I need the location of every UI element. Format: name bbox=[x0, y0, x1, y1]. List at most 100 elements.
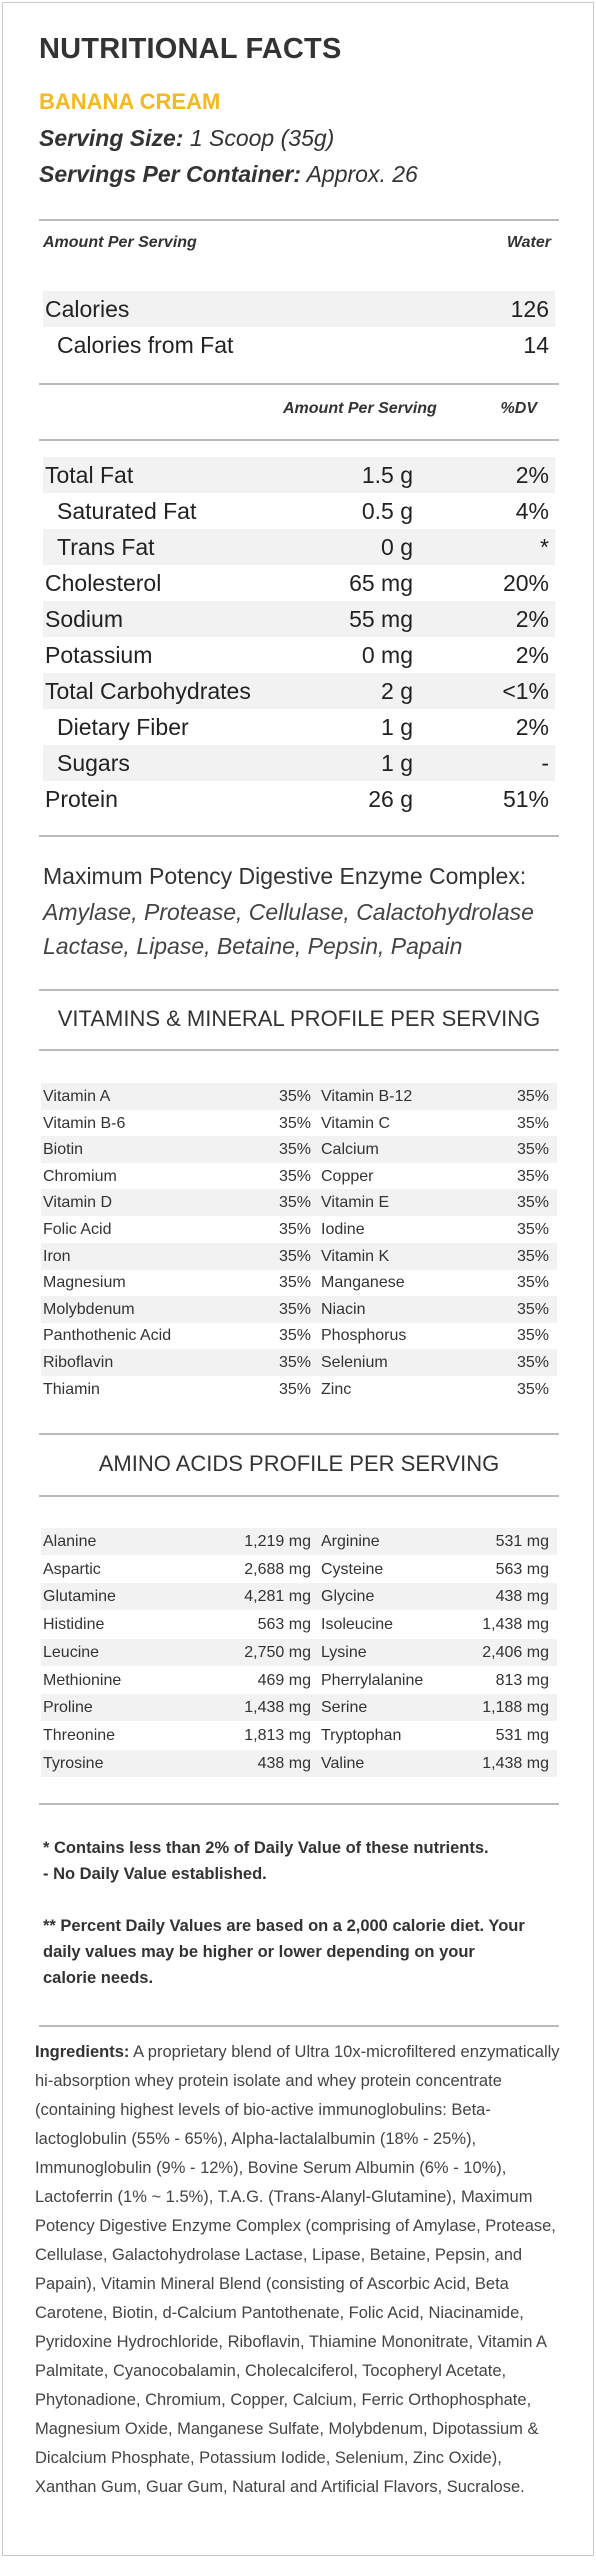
nutrient-value: 1,813 mg bbox=[244, 1726, 311, 1744]
nutrient-value: 35% bbox=[278, 1247, 311, 1265]
serving-size-value: 1 Scoop (35g) bbox=[189, 125, 335, 151]
divider bbox=[39, 1803, 559, 1805]
nutrient-name: Magnesium bbox=[43, 1274, 126, 1292]
nutrient-amount: 1 g bbox=[381, 714, 413, 740]
nutrient-amount: 55 mg bbox=[349, 606, 413, 632]
nutrient-name: Total Carbohydrates bbox=[45, 678, 251, 704]
nutrient-name: Serine bbox=[321, 1699, 368, 1717]
table-row: Saturated Fat 0.5 g 4% bbox=[43, 493, 555, 529]
table-row: Calories from Fat 14 bbox=[43, 327, 555, 363]
table-row: Glutamine 4,281 mg Glycine 438 mg bbox=[41, 1583, 557, 1611]
nutrient-name: Manganese bbox=[321, 1274, 405, 1292]
nutrient-name: Arginine bbox=[321, 1533, 380, 1550]
nutrient-value: 563 mg bbox=[495, 1560, 549, 1578]
serving-size-label: Serving Size: bbox=[39, 125, 184, 151]
nutrient-name: Threonine bbox=[43, 1726, 116, 1744]
ingredients-text: A proprietary blend of Ultra 10x-microfi… bbox=[35, 2043, 560, 2496]
servings-per-container: Servings Per Container: Approx. 26 bbox=[39, 161, 559, 188]
nutrient-name: Zinc bbox=[321, 1380, 352, 1398]
nutrient-name: Folic Acid bbox=[43, 1221, 112, 1238]
nutrient-name: Potassium bbox=[45, 642, 153, 668]
footnote-line: ** Percent Daily Values are based on a 2… bbox=[43, 1917, 525, 1935]
divider bbox=[39, 1049, 559, 1051]
table-row: Trans Fat 0 g * bbox=[43, 529, 555, 565]
nutrient-name: Sodium bbox=[45, 606, 123, 632]
nutrient-value: 35% bbox=[278, 1354, 311, 1371]
divider bbox=[39, 1433, 559, 1435]
nutrient-dv: 2% bbox=[515, 714, 549, 740]
nutrient-amount: 2 g bbox=[381, 678, 413, 704]
nutrient-amount: 0 g bbox=[381, 534, 413, 560]
nutrient-value: 35% bbox=[278, 1141, 311, 1159]
nutrient-name: Thiamin bbox=[43, 1380, 100, 1398]
table-row: Folic Acid 35% Iodine 35% bbox=[41, 1216, 557, 1243]
enzyme-line: Amylase, Protease, Cellulase, Calactohyd… bbox=[43, 899, 534, 925]
nutrient-value: 469 mg bbox=[257, 1671, 311, 1689]
table-row: Molybdenum 35% Niacin 35% bbox=[41, 1295, 557, 1323]
nutrient-value: 35% bbox=[278, 1300, 311, 1318]
nutrient-value: 2,406 mg bbox=[482, 1643, 549, 1661]
nutrient-name: Riboflavin bbox=[43, 1354, 114, 1371]
nutrient-value: 438 mg bbox=[495, 1588, 549, 1606]
nutrient-name: Cysteine bbox=[321, 1560, 384, 1578]
divider bbox=[39, 989, 559, 991]
ingredients-block: Ingredients: A proprietary blend of Ultr… bbox=[35, 2038, 565, 2502]
nutrient-value: 35% bbox=[516, 1221, 549, 1238]
nutrient-value: 35% bbox=[278, 1088, 311, 1105]
divider bbox=[39, 835, 559, 837]
enzyme-complex-list: Amylase, Protease, Cellulase, Calactohyd… bbox=[43, 895, 563, 963]
amino-section-title: AMINO ACIDS PROFILE PER SERVING bbox=[98, 1451, 500, 1476]
table-row: Vitamin D 35% Vitamin E 35% bbox=[41, 1189, 557, 1217]
nutrient-name: Iron bbox=[43, 1247, 71, 1265]
nutrient-value: 2,688 mg bbox=[244, 1560, 311, 1578]
table-row: Sodium 55 mg 2% bbox=[43, 601, 555, 637]
nutrient-name: Isoleucine bbox=[321, 1616, 394, 1634]
nutrient-dv: - bbox=[541, 750, 549, 776]
nutrient-value: 35% bbox=[516, 1354, 549, 1371]
nutrient-value: 1,438 mg bbox=[244, 1699, 311, 1717]
nutrient-value: 1,219 mg bbox=[244, 1533, 311, 1550]
nutrient-amount: 65 mg bbox=[349, 570, 413, 596]
nutrient-name: Biotin bbox=[43, 1141, 84, 1159]
nutrient-value: 35% bbox=[516, 1194, 549, 1212]
table-row: Riboflavin 35% Selenium 35% bbox=[41, 1349, 557, 1376]
nutrient-value: 531 mg bbox=[495, 1533, 549, 1550]
servings-value: Approx. 26 bbox=[306, 161, 418, 187]
dv-header: %DV bbox=[500, 400, 537, 417]
table-row: Tyrosine 438 mg Valine 1,438 mg bbox=[41, 1749, 557, 1777]
nutrient-value: 35% bbox=[278, 1167, 311, 1185]
nutrient-name: Niacin bbox=[321, 1300, 366, 1318]
divider bbox=[39, 383, 559, 385]
nutrient-value: 35% bbox=[516, 1380, 549, 1398]
nutrient-name: Saturated Fat bbox=[57, 498, 197, 524]
footnote-line: daily values may be higher or lower depe… bbox=[43, 1943, 475, 1961]
amount-per-serving-header: Amount Per Serving bbox=[283, 400, 437, 417]
nutrient-name: Vitamin A bbox=[43, 1088, 111, 1105]
divider bbox=[39, 2025, 559, 2027]
enzyme-complex-title: Maximum Potency Digestive Enzyme Complex… bbox=[43, 863, 527, 889]
nutrient-name: Tyrosine bbox=[43, 1754, 104, 1772]
nutrient-name: Protein bbox=[45, 786, 118, 812]
nutrient-dv: 2% bbox=[515, 462, 549, 488]
nutrient-dv: 51% bbox=[502, 786, 549, 812]
footnote-line: * Contains less than 2% of Daily Value o… bbox=[43, 1839, 489, 1857]
nutrient-name: Proline bbox=[43, 1699, 93, 1717]
nutrient-name: Chromium bbox=[43, 1167, 117, 1185]
table-row: Methionine 469 mg Pherrylalanine 813 mg bbox=[41, 1667, 557, 1694]
divider bbox=[39, 219, 559, 221]
table-row: Aspartic 2,688 mg Cysteine 563 mg bbox=[41, 1556, 557, 1583]
table-row: Iron 35% Vitamin K 35% bbox=[41, 1242, 557, 1270]
nutrient-dv: 2% bbox=[515, 642, 549, 668]
nutrient-dv: 20% bbox=[502, 570, 549, 596]
page-title: NUTRITIONAL FACTS bbox=[39, 33, 342, 65]
nutrient-name: Calories from Fat bbox=[57, 332, 234, 358]
nutrient-value: 35% bbox=[516, 1088, 549, 1105]
flavor-name: BANANA CREAM bbox=[39, 89, 221, 114]
footnote-calorie-diet: ** Percent Daily Values are based on a 2… bbox=[43, 1913, 563, 1991]
table-row: Proline 1,438 mg Serine 1,188 mg bbox=[41, 1694, 557, 1722]
nutrient-value: 1,188 mg bbox=[482, 1699, 549, 1717]
table-row: Panthothenic Acid 35% Phosphorus 35% bbox=[41, 1322, 557, 1349]
water-header: Water bbox=[506, 234, 551, 251]
nutrient-value: 35% bbox=[278, 1380, 311, 1398]
nutrient-name: Selenium bbox=[321, 1354, 388, 1371]
